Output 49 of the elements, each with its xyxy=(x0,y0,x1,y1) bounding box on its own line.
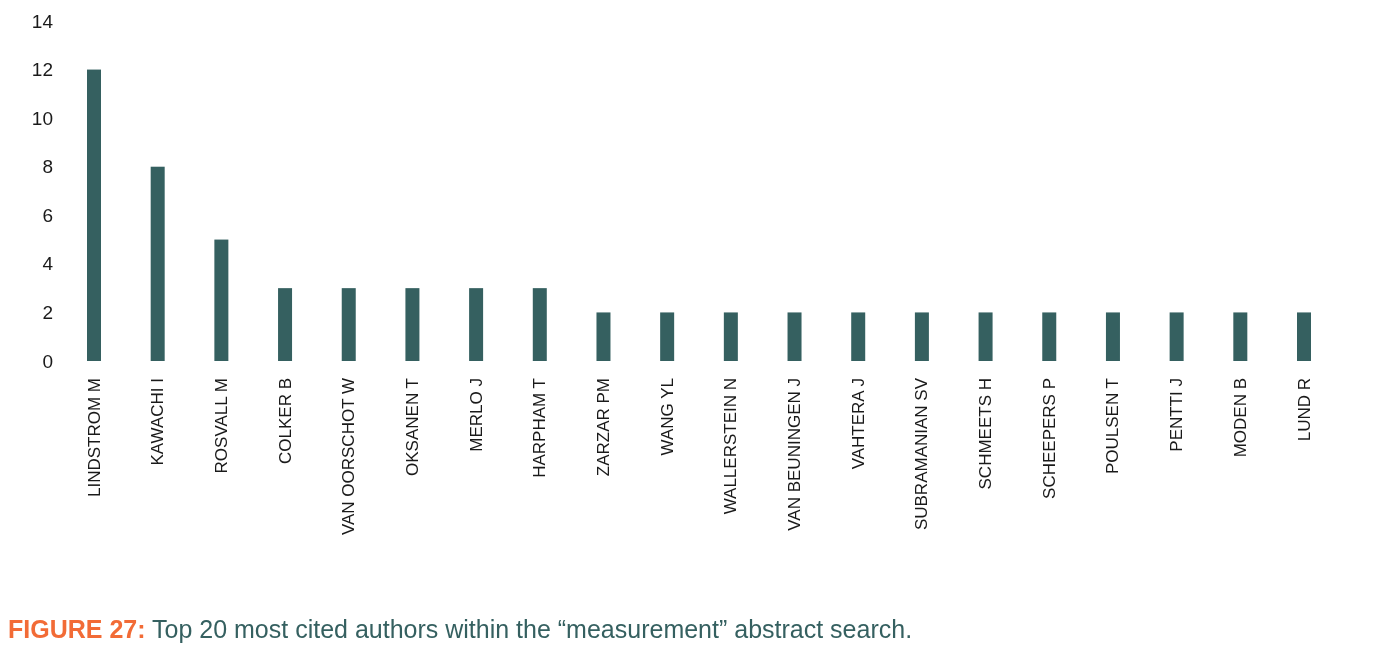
bar xyxy=(596,312,611,361)
x-tick-label: VAN OORSCHOT W xyxy=(339,378,359,536)
y-tick-label: 4 xyxy=(42,253,54,275)
bar xyxy=(914,312,929,361)
x-tick-label: ROSVALL M xyxy=(211,378,231,474)
y-tick-label: 14 xyxy=(31,10,54,32)
y-tick-label: 0 xyxy=(42,350,53,372)
x-tick-label: KAWACHI I xyxy=(148,378,168,466)
x-tick-label: MODEN B xyxy=(1230,378,1250,458)
bar xyxy=(278,288,293,361)
y-tick-label: 6 xyxy=(42,204,53,226)
x-tick-label: WALLERSTEIN N xyxy=(721,378,741,515)
x-tick-label: LINDSTROM M xyxy=(84,378,104,497)
x-tick-label: POULSEN T xyxy=(1103,378,1123,475)
y-tick-label: 2 xyxy=(42,301,53,323)
bar xyxy=(978,312,993,361)
x-tick-label: ZARZAR PM xyxy=(593,378,613,477)
bar xyxy=(214,239,229,361)
x-tick-label: OKSANEN T xyxy=(402,378,422,476)
x-tick-label: SCHEEPERS P xyxy=(1039,378,1059,499)
x-tick-label: WANG YL xyxy=(657,378,677,456)
bar xyxy=(1233,312,1248,361)
bar xyxy=(405,288,420,361)
bar xyxy=(787,312,802,361)
bar xyxy=(851,312,866,361)
y-tick-label: 12 xyxy=(31,59,53,81)
x-tick-label: VAHTERA J xyxy=(848,378,868,470)
x-tick-label: VAN BEUNINGEN J xyxy=(785,378,805,531)
x-tick-label: COLKER B xyxy=(275,378,295,464)
bar xyxy=(723,312,738,361)
bar xyxy=(1105,312,1120,361)
x-tick-label: SCHMEETS H xyxy=(976,378,996,490)
x-tick-label: SUBRAMANIAN SV xyxy=(912,377,932,531)
bar xyxy=(1042,312,1057,361)
x-tick-label: MERLO J xyxy=(466,378,486,452)
x-tick-label: LUND R xyxy=(1294,378,1314,442)
y-tick-label: 10 xyxy=(31,107,53,129)
x-tick-label: HARPHAM T xyxy=(530,378,550,478)
bar xyxy=(87,69,101,361)
bar xyxy=(660,312,675,361)
x-tick-label: PENTTI J xyxy=(1167,378,1187,452)
bar xyxy=(150,166,165,361)
bar xyxy=(1169,312,1184,361)
text: FIGURE 27: Top 20 most cited authors within the “measurement” abstract search. xyxy=(8,615,913,643)
bar xyxy=(532,288,547,361)
y-tick-label: 8 xyxy=(42,156,53,178)
bar xyxy=(469,288,484,361)
bar xyxy=(341,288,356,361)
bar xyxy=(1297,312,1311,361)
